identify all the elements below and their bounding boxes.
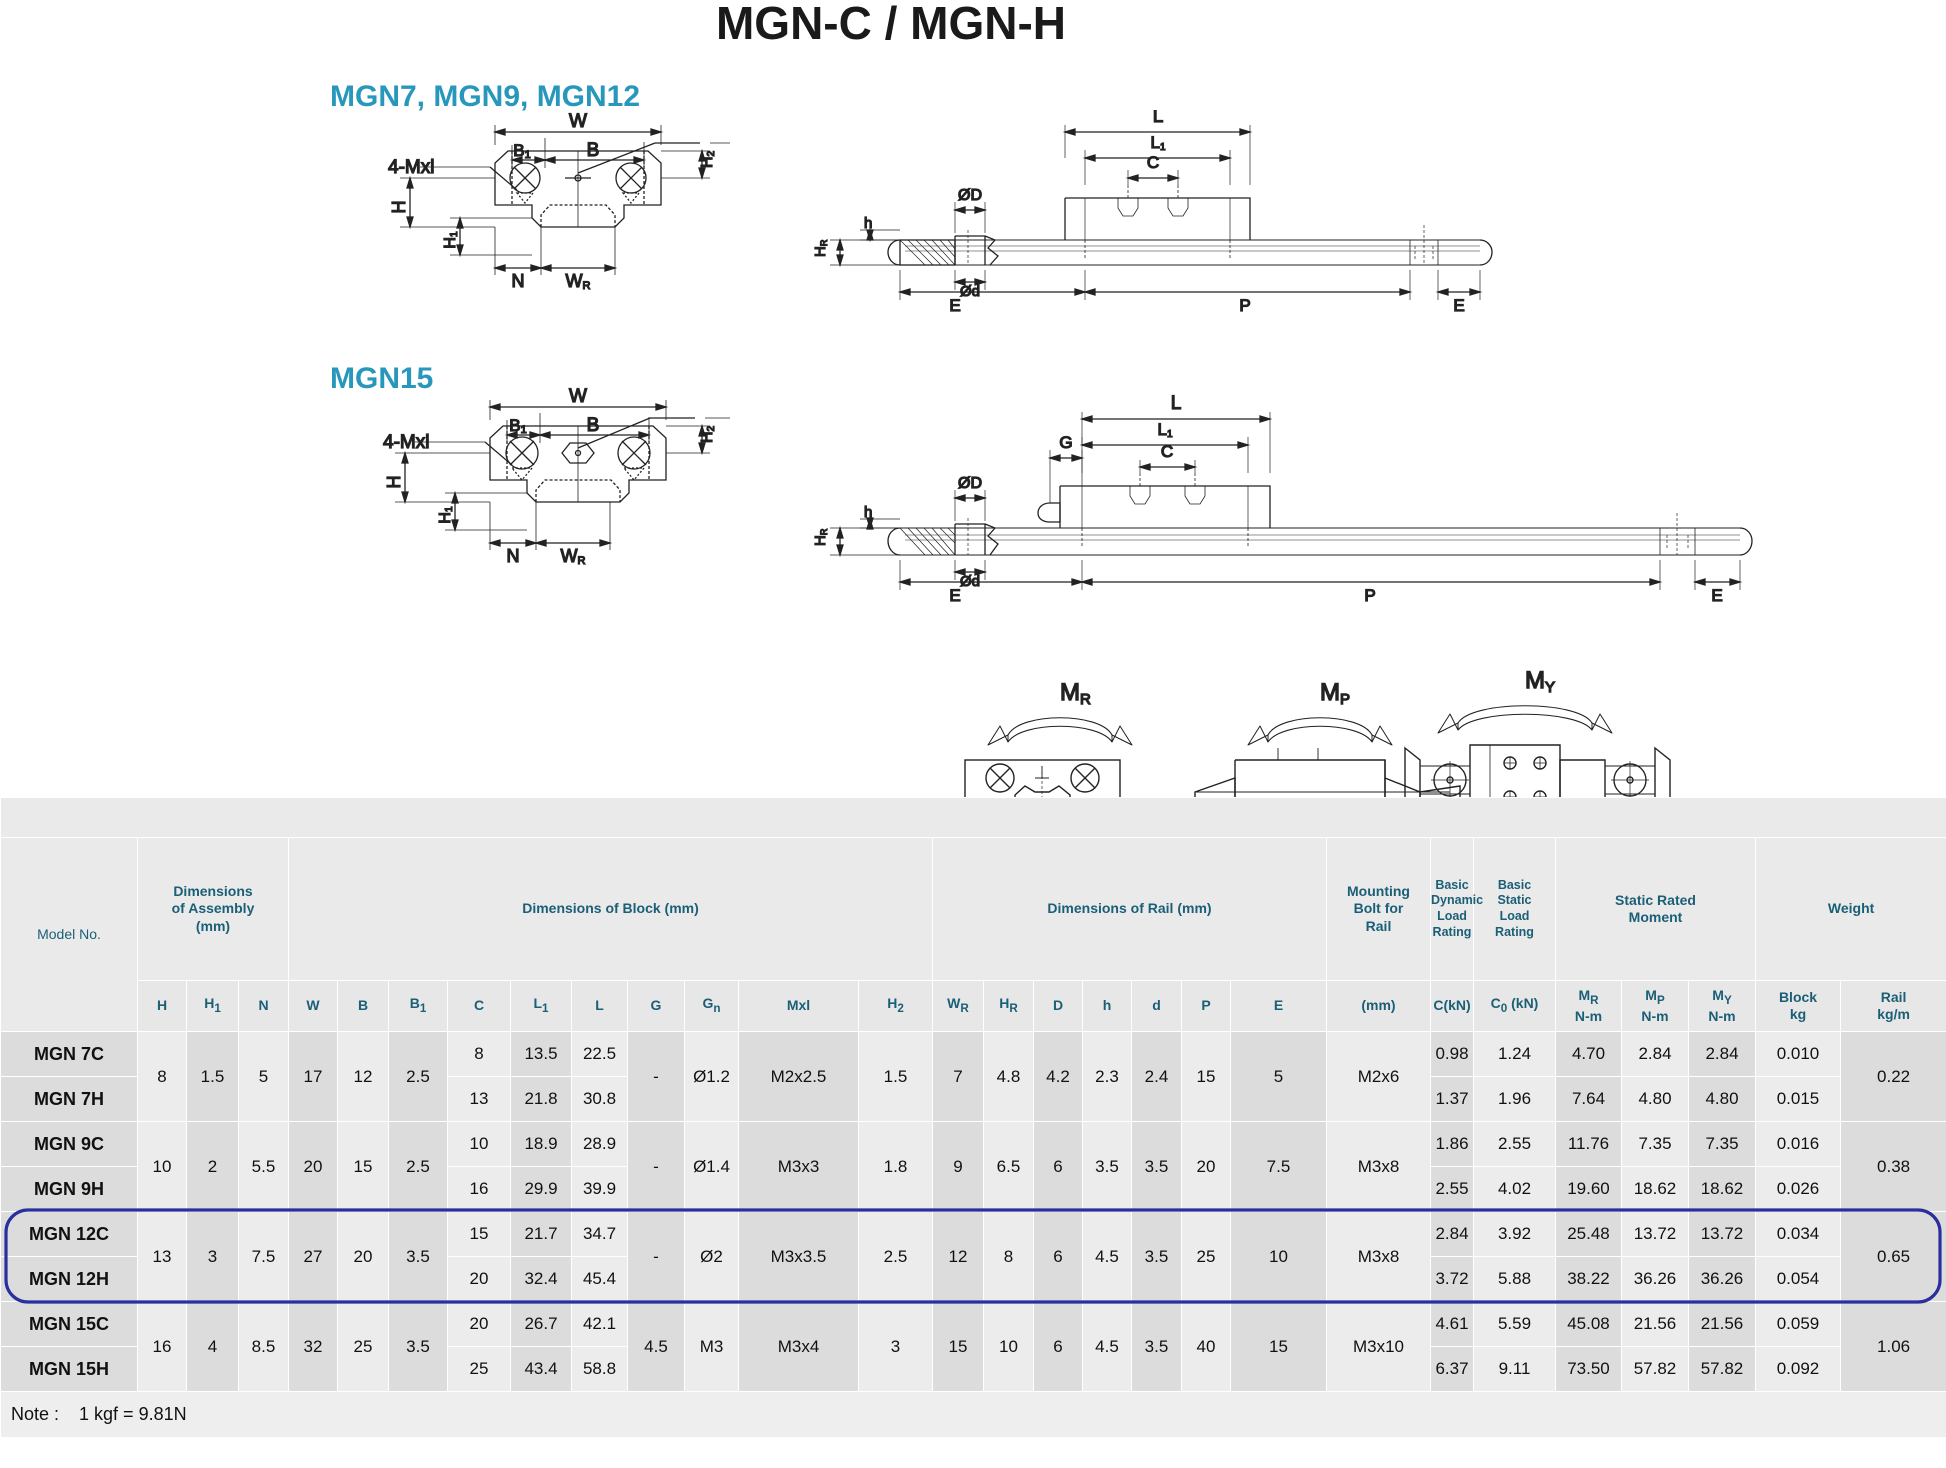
svg-text:C: C	[1147, 153, 1159, 172]
svg-text:MR: MR	[1060, 679, 1091, 708]
svg-text:4-Mxl: 4-Mxl	[388, 157, 434, 178]
svg-text:WR: WR	[561, 546, 586, 567]
svg-text:N: N	[507, 546, 520, 566]
svg-text:E: E	[949, 296, 960, 315]
svg-text:B: B	[587, 415, 600, 436]
svg-text:ØD: ØD	[958, 187, 982, 204]
svg-text:L1: L1	[1157, 420, 1172, 440]
svg-text:B: B	[587, 140, 600, 161]
svg-text:L: L	[1171, 393, 1182, 414]
svg-text:h: h	[864, 215, 872, 232]
svg-text:H: H	[389, 201, 409, 214]
svg-text:MY: MY	[1525, 667, 1555, 696]
svg-text:E: E	[1453, 296, 1464, 315]
svg-text:N: N	[512, 271, 525, 291]
svg-text:HR: HR	[812, 239, 829, 257]
svg-text:MP: MP	[1320, 679, 1350, 708]
svg-text:E: E	[949, 586, 960, 605]
svg-text:P: P	[1239, 296, 1250, 315]
svg-text:E: E	[1711, 586, 1722, 605]
svg-text:G: G	[1059, 433, 1072, 452]
svg-text:HR: HR	[812, 528, 829, 546]
svg-text:W: W	[569, 386, 587, 407]
svg-text:L1: L1	[1150, 133, 1165, 153]
svg-text:W: W	[569, 111, 587, 132]
svg-text:L: L	[1153, 110, 1164, 127]
svg-text:H: H	[384, 476, 404, 489]
svg-text:H1: H1	[442, 231, 460, 249]
svg-text:B1: B1	[509, 416, 526, 436]
svg-text:ØD: ØD	[958, 475, 982, 492]
svg-text:h: h	[864, 504, 872, 521]
svg-text:B1: B1	[513, 141, 530, 161]
svg-text:H1: H1	[437, 506, 455, 524]
svg-text:WR: WR	[566, 271, 591, 292]
svg-text:4-Mxl: 4-Mxl	[383, 432, 429, 453]
svg-text:P: P	[1364, 586, 1375, 605]
